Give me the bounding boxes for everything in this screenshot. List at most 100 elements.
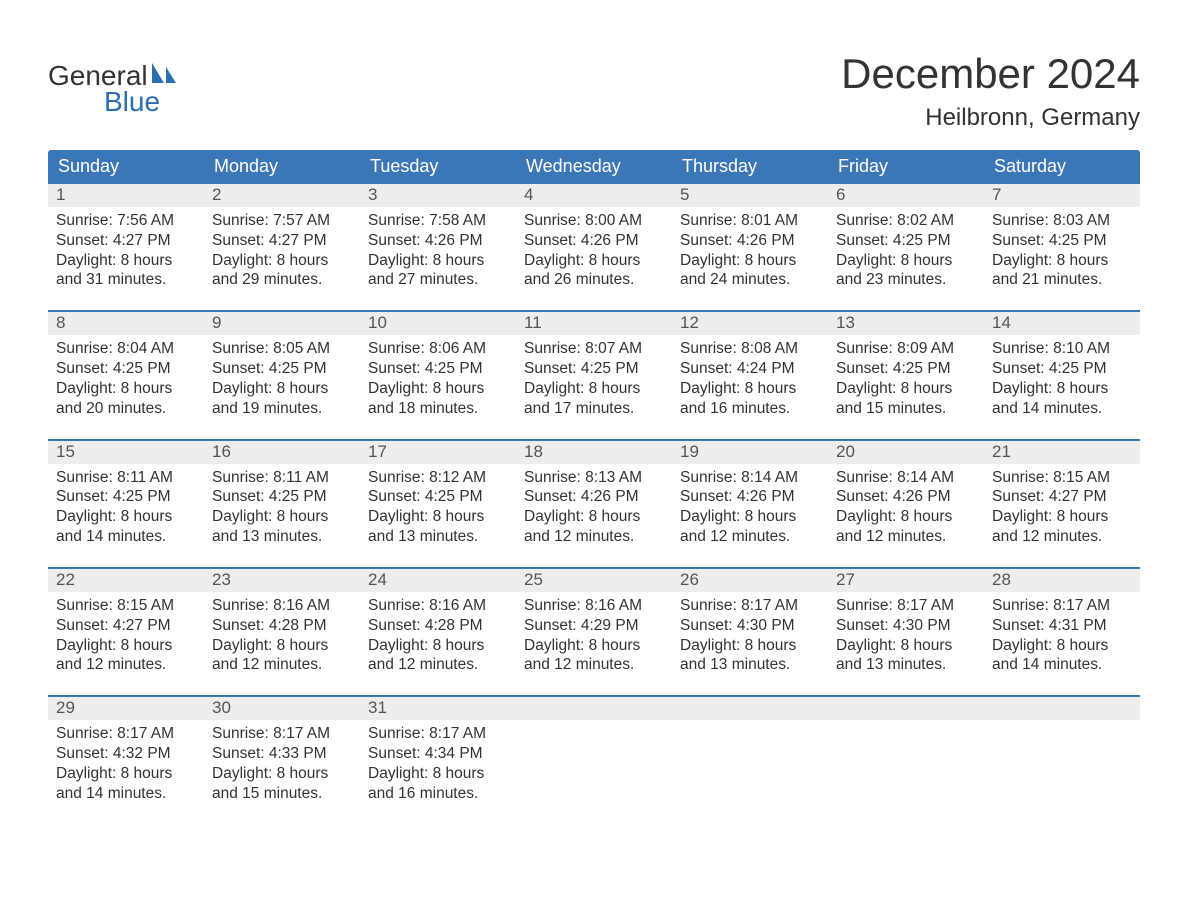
daylight-line2: and 23 minutes. <box>836 270 976 290</box>
daylight-line2: and 12 minutes. <box>524 655 664 675</box>
daylight-line2: and 18 minutes. <box>368 399 508 419</box>
sunset-line: Sunset: 4:24 PM <box>680 359 820 379</box>
sunset-line: Sunset: 4:25 PM <box>56 359 196 379</box>
day-number: 10 <box>360 312 516 335</box>
daylight-line1: Daylight: 8 hours <box>680 379 820 399</box>
sunrise-line: Sunrise: 7:58 AM <box>368 211 508 231</box>
daylight-line1: Daylight: 8 hours <box>992 379 1132 399</box>
sunrise-line: Sunrise: 8:16 AM <box>368 596 508 616</box>
daylight-line1: Daylight: 8 hours <box>992 636 1132 656</box>
brand-logo: General Blue <box>48 60 180 118</box>
daylight-line1: Daylight: 8 hours <box>212 507 352 527</box>
day-number: 3 <box>360 184 516 207</box>
day-number: 21 <box>984 441 1140 464</box>
sunrise-line: Sunrise: 8:06 AM <box>368 339 508 359</box>
calendar-grid: SundayMondayTuesdayWednesdayThursdayFrid… <box>48 150 1140 810</box>
day-detail: Sunrise: 8:17 AMSunset: 4:32 PMDaylight:… <box>48 720 204 809</box>
weekday-header: Tuesday <box>360 150 516 184</box>
day-number: 11 <box>516 312 672 335</box>
day-number: 1 <box>48 184 204 207</box>
daylight-line1: Daylight: 8 hours <box>56 636 196 656</box>
sunset-line: Sunset: 4:26 PM <box>524 231 664 251</box>
day-number <box>984 697 1140 720</box>
daylight-line1: Daylight: 8 hours <box>56 764 196 784</box>
daylight-line1: Daylight: 8 hours <box>368 251 508 271</box>
day-detail: Sunrise: 7:57 AMSunset: 4:27 PMDaylight:… <box>204 207 360 296</box>
day-detail: Sunrise: 8:17 AMSunset: 4:30 PMDaylight:… <box>672 592 828 681</box>
daylight-line2: and 12 minutes. <box>368 655 508 675</box>
daylight-line1: Daylight: 8 hours <box>836 507 976 527</box>
day-detail: Sunrise: 8:10 AMSunset: 4:25 PMDaylight:… <box>984 335 1140 424</box>
daylight-line2: and 15 minutes. <box>212 784 352 804</box>
day-number: 22 <box>48 569 204 592</box>
day-number: 12 <box>672 312 828 335</box>
day-detail <box>984 720 1140 809</box>
day-detail: Sunrise: 8:11 AMSunset: 4:25 PMDaylight:… <box>204 464 360 553</box>
sunrise-line: Sunrise: 8:11 AM <box>56 468 196 488</box>
month-title: December 2024 <box>841 50 1140 98</box>
sunrise-line: Sunrise: 8:07 AM <box>524 339 664 359</box>
daylight-line2: and 16 minutes. <box>680 399 820 419</box>
page-header: General Blue December 2024 Heilbronn, Ge… <box>48 50 1140 132</box>
sunrise-line: Sunrise: 8:17 AM <box>56 724 196 744</box>
sunset-line: Sunset: 4:31 PM <box>992 616 1132 636</box>
daylight-line2: and 21 minutes. <box>992 270 1132 290</box>
day-number: 30 <box>204 697 360 720</box>
day-detail: Sunrise: 8:16 AMSunset: 4:28 PMDaylight:… <box>204 592 360 681</box>
day-number: 24 <box>360 569 516 592</box>
sunrise-line: Sunrise: 8:17 AM <box>836 596 976 616</box>
day-number: 2 <box>204 184 360 207</box>
sunrise-line: Sunrise: 8:05 AM <box>212 339 352 359</box>
sunset-line: Sunset: 4:25 PM <box>992 231 1132 251</box>
daylight-line2: and 13 minutes. <box>368 527 508 547</box>
day-detail <box>672 720 828 809</box>
day-detail: Sunrise: 8:11 AMSunset: 4:25 PMDaylight:… <box>48 464 204 553</box>
daylight-line2: and 12 minutes. <box>836 527 976 547</box>
weekday-header-row: SundayMondayTuesdayWednesdayThursdayFrid… <box>48 150 1140 184</box>
daylight-line2: and 12 minutes. <box>992 527 1132 547</box>
sunrise-line: Sunrise: 8:14 AM <box>680 468 820 488</box>
daylight-line1: Daylight: 8 hours <box>680 251 820 271</box>
week-row: 15161718192021Sunrise: 8:11 AMSunset: 4:… <box>48 439 1140 553</box>
day-detail: Sunrise: 8:03 AMSunset: 4:25 PMDaylight:… <box>984 207 1140 296</box>
daylight-line1: Daylight: 8 hours <box>212 251 352 271</box>
title-block: December 2024 Heilbronn, Germany <box>841 50 1140 132</box>
day-number: 23 <box>204 569 360 592</box>
day-number: 26 <box>672 569 828 592</box>
sunset-line: Sunset: 4:26 PM <box>680 231 820 251</box>
logo-text-blue: Blue <box>104 86 160 118</box>
day-number <box>672 697 828 720</box>
daylight-line1: Daylight: 8 hours <box>524 251 664 271</box>
day-number: 17 <box>360 441 516 464</box>
weekday-header: Monday <box>204 150 360 184</box>
day-detail: Sunrise: 8:09 AMSunset: 4:25 PMDaylight:… <box>828 335 984 424</box>
sunrise-line: Sunrise: 8:00 AM <box>524 211 664 231</box>
daylight-line1: Daylight: 8 hours <box>368 507 508 527</box>
daylight-line2: and 20 minutes. <box>56 399 196 419</box>
daylight-line2: and 31 minutes. <box>56 270 196 290</box>
day-detail: Sunrise: 8:01 AMSunset: 4:26 PMDaylight:… <box>672 207 828 296</box>
day-number: 8 <box>48 312 204 335</box>
day-number-row: 15161718192021 <box>48 441 1140 464</box>
day-number: 19 <box>672 441 828 464</box>
day-number-row: 293031 <box>48 697 1140 720</box>
day-detail: Sunrise: 8:14 AMSunset: 4:26 PMDaylight:… <box>672 464 828 553</box>
daylight-line1: Daylight: 8 hours <box>992 251 1132 271</box>
day-number-row: 22232425262728 <box>48 569 1140 592</box>
sunset-line: Sunset: 4:29 PM <box>524 616 664 636</box>
sunrise-line: Sunrise: 8:15 AM <box>992 468 1132 488</box>
daylight-line2: and 27 minutes. <box>368 270 508 290</box>
daylight-line2: and 12 minutes. <box>524 527 664 547</box>
day-number: 14 <box>984 312 1140 335</box>
day-detail: Sunrise: 8:06 AMSunset: 4:25 PMDaylight:… <box>360 335 516 424</box>
daylight-line1: Daylight: 8 hours <box>56 507 196 527</box>
day-number: 27 <box>828 569 984 592</box>
sunset-line: Sunset: 4:33 PM <box>212 744 352 764</box>
day-detail: Sunrise: 8:17 AMSunset: 4:34 PMDaylight:… <box>360 720 516 809</box>
sunset-line: Sunset: 4:25 PM <box>836 359 976 379</box>
sunrise-line: Sunrise: 7:57 AM <box>212 211 352 231</box>
daylight-line2: and 14 minutes. <box>992 655 1132 675</box>
day-number-row: 891011121314 <box>48 312 1140 335</box>
day-number: 15 <box>48 441 204 464</box>
day-number: 31 <box>360 697 516 720</box>
